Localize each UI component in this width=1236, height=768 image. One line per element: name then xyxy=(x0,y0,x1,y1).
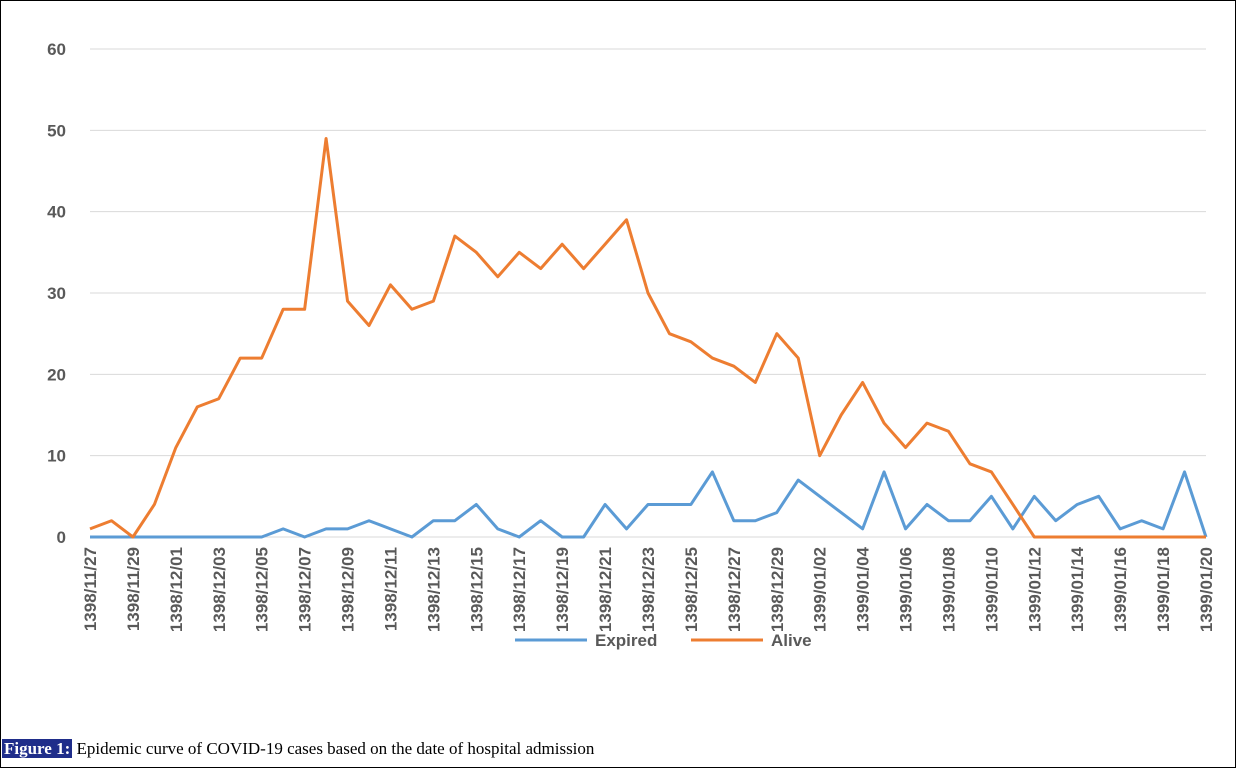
x-tick-label: 1398/12/27 xyxy=(725,547,744,632)
x-tick-label: 1398/12/09 xyxy=(339,547,358,632)
legend-label: Alive xyxy=(771,631,812,650)
x-tick-label: 1399/01/12 xyxy=(1025,547,1044,632)
y-tick-label: 0 xyxy=(57,528,66,547)
y-tick-label: 50 xyxy=(47,121,66,140)
x-tick-label: 1399/01/06 xyxy=(897,547,916,632)
x-tick-label: 1398/12/01 xyxy=(167,547,186,632)
y-tick-label: 30 xyxy=(47,284,66,303)
x-tick-label: 1398/12/07 xyxy=(296,547,315,632)
x-tick-label: 1398/12/21 xyxy=(596,547,615,632)
x-tick-label: 1398/12/17 xyxy=(510,547,529,632)
y-tick-label: 20 xyxy=(47,365,66,384)
x-tick-label: 1398/12/29 xyxy=(768,547,787,632)
x-tick-label: 1399/01/18 xyxy=(1154,547,1173,632)
x-tick-label: 1399/01/20 xyxy=(1197,547,1216,632)
x-tick-label: 1398/12/03 xyxy=(210,547,229,632)
x-tick-label: 1398/12/23 xyxy=(639,547,658,632)
x-tick-label: 1398/12/15 xyxy=(467,547,486,632)
x-tick-label: 1399/01/08 xyxy=(939,547,958,632)
x-tick-label: 1399/01/14 xyxy=(1068,546,1087,632)
x-tick-label: 1398/11/29 xyxy=(124,547,143,631)
caption: Figure 1: Epidemic curve of COVID-19 cas… xyxy=(2,739,594,759)
x-tick-label: 1398/12/11 xyxy=(381,547,400,631)
y-tick-label: 60 xyxy=(47,40,66,59)
x-tick-label: 1399/01/10 xyxy=(982,547,1001,632)
y-tick-label: 10 xyxy=(47,447,66,466)
x-tick-label: 1398/12/05 xyxy=(253,547,272,632)
caption-label: Figure 1: xyxy=(2,739,73,758)
x-tick-label: 1399/01/16 xyxy=(1111,547,1130,632)
legend-label: Expired xyxy=(595,631,657,650)
x-tick-label: 1399/01/02 xyxy=(811,547,830,632)
line-series xyxy=(90,470,1208,539)
line-series xyxy=(89,136,1206,539)
chart: 0 10 20 30 40 50 60 1398/11/27 1398/11/29 1398/12… xyxy=(47,40,1216,650)
x-tick-label: 1398/12/13 xyxy=(424,547,443,632)
x-tick-label: 1398/12/25 xyxy=(682,547,701,632)
x-tick-label: 1399/01/04 xyxy=(854,546,873,632)
x-tick-label: 1398/11/27 xyxy=(81,547,100,631)
caption-text: Epidemic curve of COVID-19 cases based o… xyxy=(76,739,595,758)
y-tick-label: 40 xyxy=(47,203,66,222)
x-tick-label: 1398/12/19 xyxy=(553,547,572,632)
